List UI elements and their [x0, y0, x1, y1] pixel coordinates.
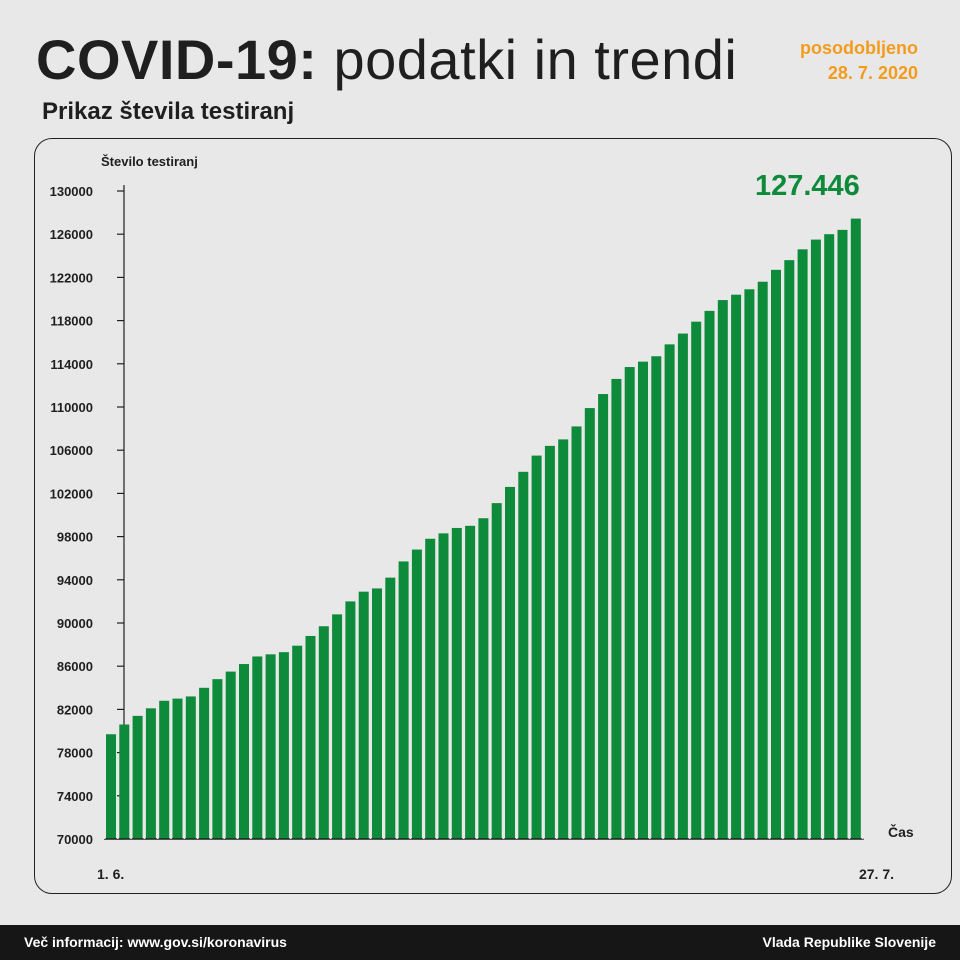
updated-label: posodobljeno — [800, 38, 918, 58]
update-info: posodobljeno 28. 7. 2020 — [800, 36, 918, 86]
y-tick-label: 82000 — [57, 702, 93, 717]
title-bold: COVID-19: — [36, 28, 318, 91]
bar — [531, 455, 542, 839]
bar-chart: Število testiranj 130000 126000 122000 11800… — [50, 154, 914, 882]
bar — [106, 734, 116, 839]
y-axis-label: Število testiranj — [101, 154, 198, 169]
bar — [411, 549, 422, 839]
bar — [797, 249, 808, 839]
bar — [451, 527, 462, 839]
bar — [425, 538, 436, 839]
bars-group: 127.446 — [106, 170, 861, 840]
y-axis: Število testiranj 130000 126000 122000 11800… — [50, 154, 198, 847]
bar — [225, 671, 236, 839]
bar — [212, 679, 223, 839]
footer-bar: Več informacij: www.gov.si/koronavirus V… — [0, 925, 960, 960]
y-tick-label: 74000 — [57, 789, 93, 804]
y-tick-label: 118000 — [50, 314, 93, 329]
bar — [544, 445, 555, 839]
bar — [345, 601, 356, 839]
bar — [119, 724, 130, 839]
bar — [438, 533, 449, 839]
bar — [278, 652, 289, 839]
page-title: COVID-19: podatki in trendi — [36, 30, 737, 90]
bar — [265, 654, 276, 839]
bar — [252, 656, 263, 839]
bar — [638, 361, 648, 839]
highlight-value-label: 127.446 — [755, 170, 860, 202]
x-axis: 1. 6. 27. 7. Čas — [97, 823, 914, 882]
bar — [837, 229, 848, 839]
bar — [518, 471, 529, 839]
bar — [571, 426, 582, 839]
bar — [505, 486, 515, 839]
y-tick-label: 130000 — [50, 184, 93, 199]
bar — [185, 696, 196, 839]
bar — [372, 588, 382, 839]
y-tick-label: 110000 — [50, 400, 93, 415]
y-tick-label: 90000 — [57, 616, 93, 631]
bar — [651, 356, 662, 839]
bar — [717, 300, 728, 839]
bar — [664, 344, 675, 839]
bar — [691, 321, 702, 839]
bar — [292, 645, 303, 839]
footer-gov-label: Vlada Republike Slovenije — [762, 934, 936, 950]
updated-date: 28. 7. 2020 — [827, 63, 918, 83]
bar — [145, 708, 156, 839]
bar — [598, 394, 609, 839]
bar — [318, 626, 329, 839]
bar — [491, 503, 502, 839]
y-tick-label: 122000 — [50, 270, 93, 285]
footer-info-link[interactable]: Več informacij: www.gov.si/koronavirus — [24, 934, 287, 950]
y-tick-label: 94000 — [57, 573, 93, 588]
bar — [771, 269, 781, 840]
bar — [677, 333, 688, 839]
x-axis-label: Čas — [888, 823, 914, 840]
bar — [385, 577, 396, 839]
bar — [398, 561, 409, 839]
x-start-label: 1. 6. — [97, 866, 124, 882]
y-tick-label: 86000 — [57, 659, 93, 674]
y-tick-label: 114000 — [50, 357, 93, 372]
bar — [704, 310, 715, 839]
bar — [584, 408, 595, 839]
y-tick-label: 102000 — [50, 486, 93, 501]
bar — [784, 260, 795, 839]
bar — [824, 234, 835, 839]
bar — [305, 635, 316, 839]
chart-subtitle: Prikaz števila testiranj — [42, 98, 295, 125]
chart-panel: Število testiranj 130000 126000 122000 11800… — [34, 138, 952, 894]
bar — [358, 591, 369, 839]
x-end-label: 27. 7. — [859, 866, 894, 882]
y-tick-label: 70000 — [57, 832, 93, 847]
y-tick-label: 126000 — [50, 227, 93, 242]
bar — [810, 239, 821, 840]
bar — [478, 518, 489, 839]
title-rest: podatki in trendi — [333, 28, 738, 91]
y-tick-label: 98000 — [57, 530, 93, 545]
bar — [239, 664, 249, 839]
bar — [611, 378, 622, 839]
bar — [757, 281, 768, 840]
bar — [731, 294, 742, 839]
bar — [465, 525, 476, 839]
bar — [172, 698, 183, 839]
bar — [332, 614, 343, 839]
y-tick-label: 78000 — [57, 746, 93, 761]
bar — [199, 687, 210, 839]
bar — [744, 289, 755, 839]
y-tick-label: 106000 — [50, 443, 93, 458]
bar — [159, 700, 170, 839]
bar — [624, 367, 635, 839]
bar — [558, 439, 569, 839]
bar — [132, 715, 143, 839]
bar — [850, 218, 861, 839]
